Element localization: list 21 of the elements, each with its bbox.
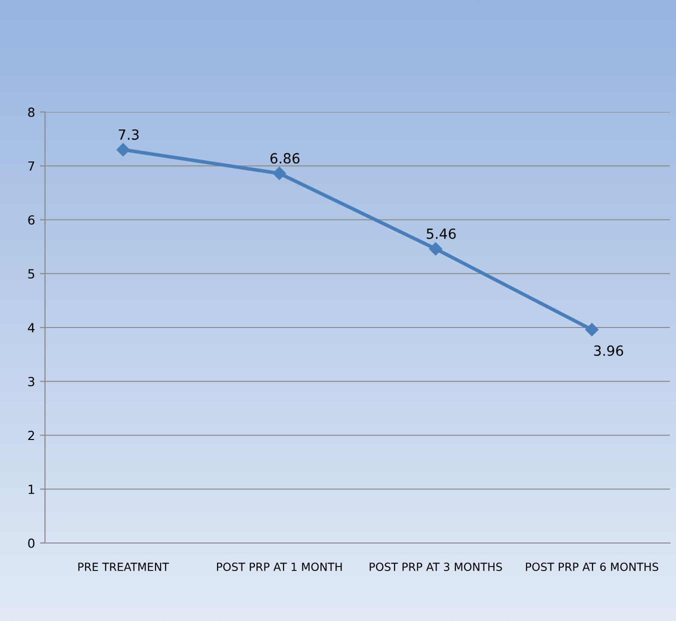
y-tick-label: 4 xyxy=(28,323,35,332)
y-tick-label: 5 xyxy=(28,269,34,279)
y-tick-label: 1 xyxy=(28,484,34,494)
point xyxy=(429,242,442,256)
data-label: 6.86 xyxy=(270,153,300,164)
y-tick-label: 6 xyxy=(28,215,34,225)
x-tick-label: POST PRP AT 1 MONTH xyxy=(217,562,342,572)
x-tick-label: POST PRP AT 6 MONTHS xyxy=(526,562,658,572)
x-tick-label: PRE TREATMENT xyxy=(78,562,170,571)
data-label: 7.3 xyxy=(118,129,139,140)
data-label: 5.46 xyxy=(426,228,456,239)
point xyxy=(116,143,130,156)
y-tick-label: 3 xyxy=(28,376,34,386)
point xyxy=(585,323,598,336)
point xyxy=(272,166,286,180)
y-tick-label: 8 xyxy=(28,107,34,117)
x-tick-label: POST PRP AT 3 MONTHS xyxy=(370,562,502,572)
y-tick-label: 7 xyxy=(28,162,34,171)
y-tick-label: 2 xyxy=(28,430,34,440)
data-label: 3.96 xyxy=(594,345,624,356)
y-tick-label: 0 xyxy=(28,538,34,548)
